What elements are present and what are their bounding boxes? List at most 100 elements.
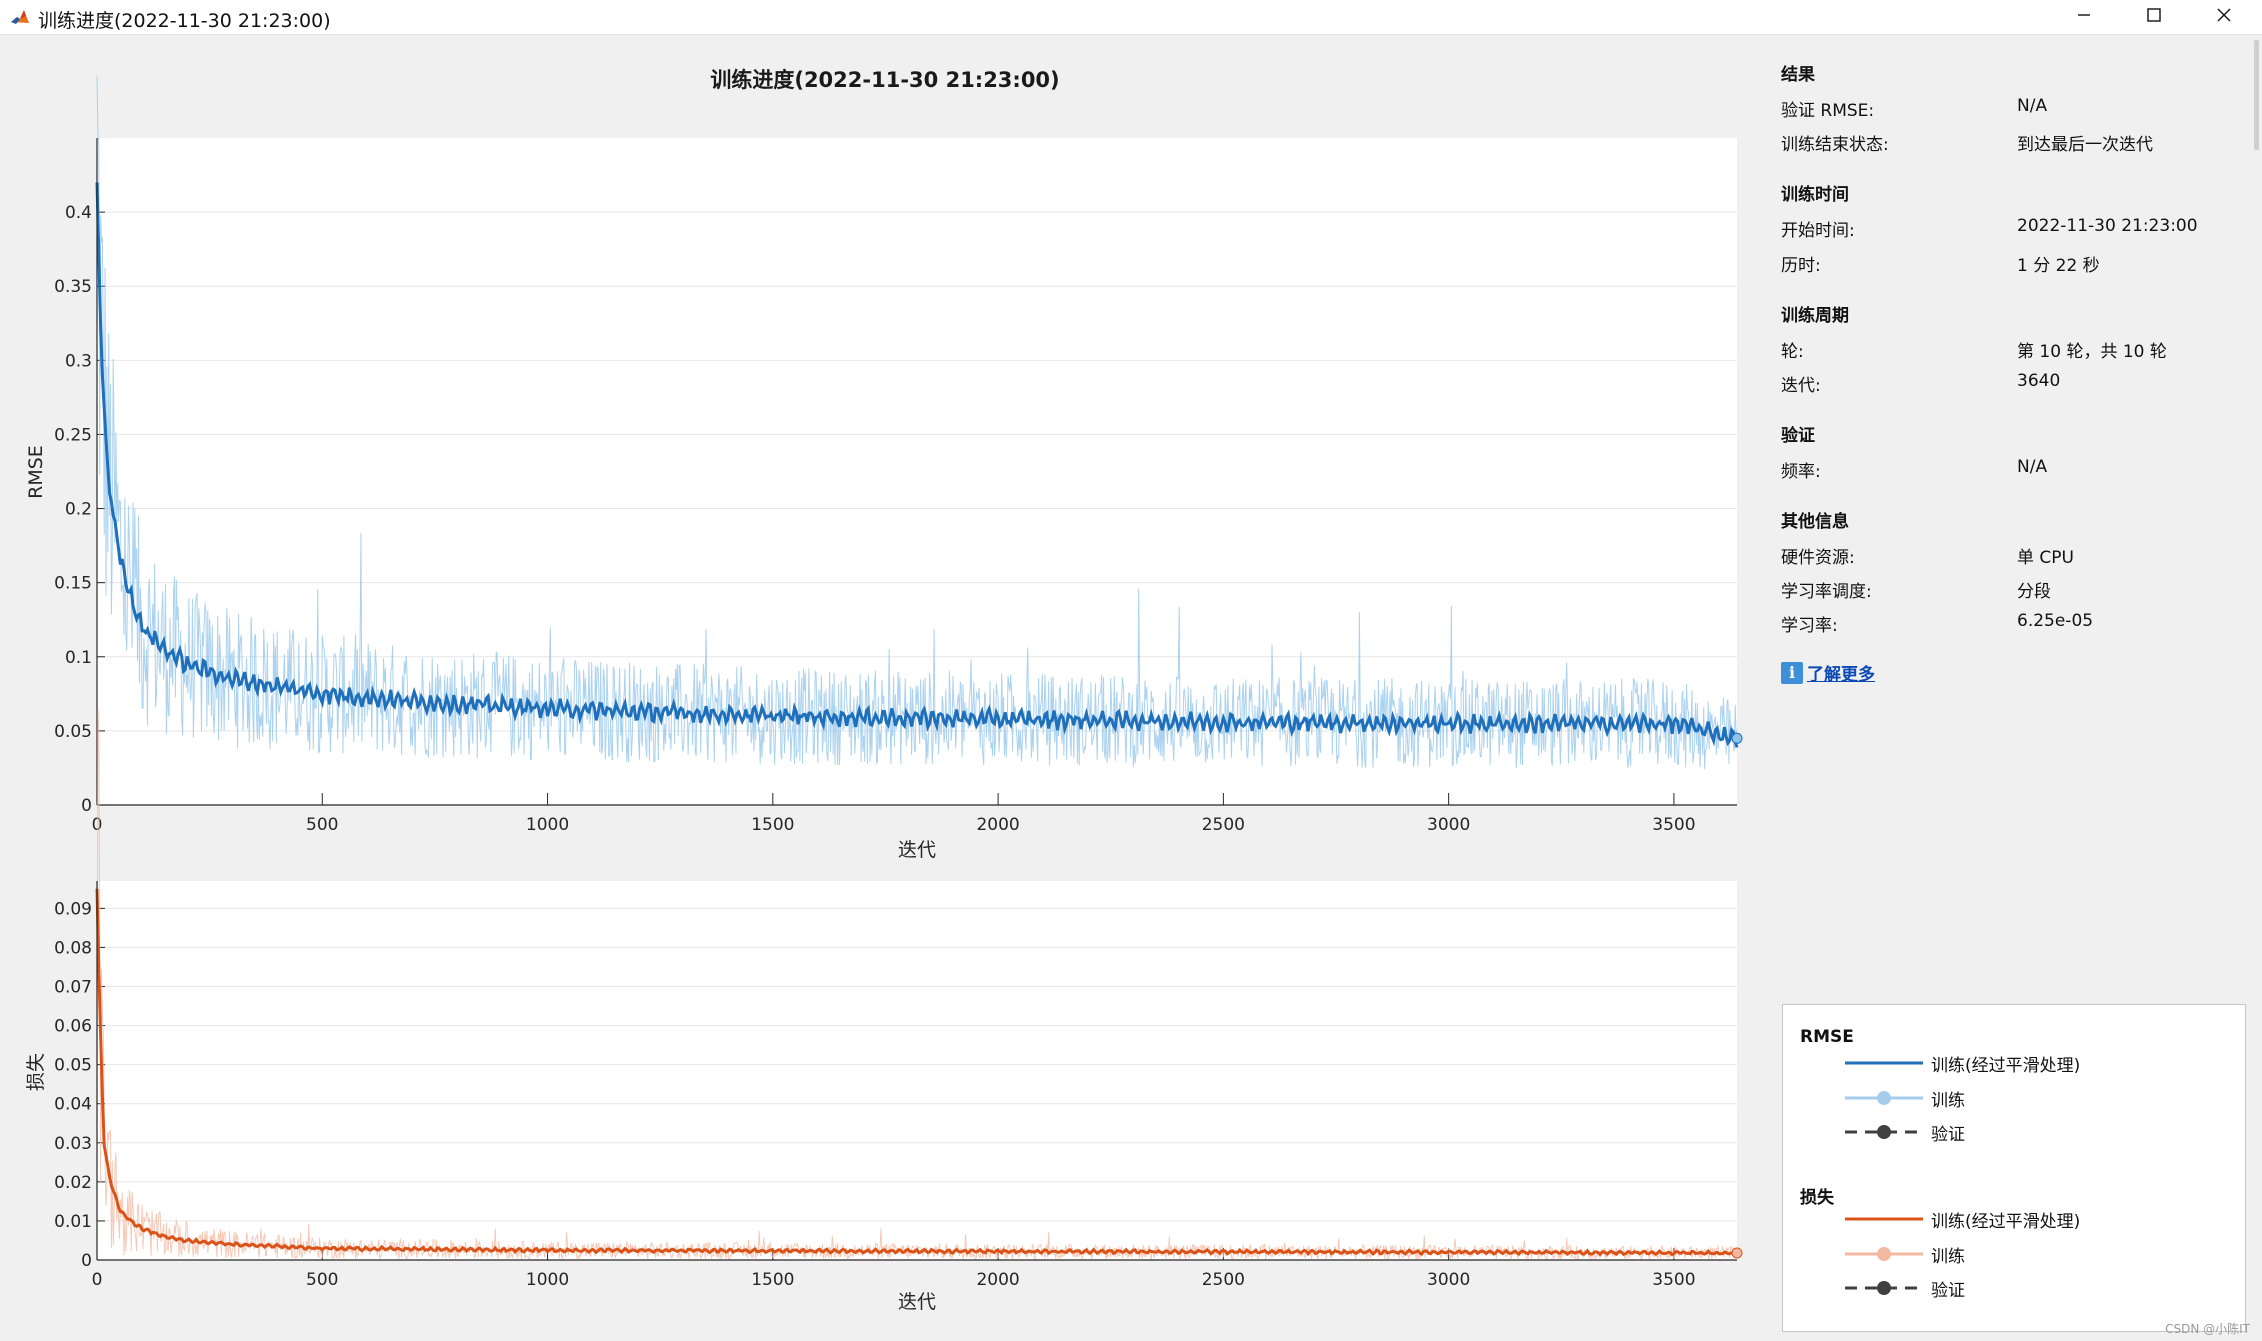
rmse-y-axis-label: RMSE bbox=[25, 445, 47, 499]
rmse-chart[interactable]: 0 0.05 0.1 0.15 0.2 0.25 0.3 0.35 0.4 0 500 1000 150… bbox=[25, 76, 1743, 861]
rmse-y-tick-label: 0 bbox=[81, 796, 92, 816]
iteration-value: 3640 bbox=[2017, 371, 2061, 391]
loss-x-axis-label: 迭代 bbox=[898, 1291, 936, 1313]
close-button[interactable] bbox=[2190, 0, 2258, 34]
window-title: 训练进度(2022-11-30 21:23:00) bbox=[38, 10, 331, 32]
lr-schedule-value: 分段 bbox=[2017, 582, 2051, 602]
legend-rmse-smoothed-label: 训练(经过平滑处理) bbox=[1931, 1055, 2081, 1076]
loss-y-tick-label: 0.07 bbox=[54, 977, 92, 997]
loss-plot-area bbox=[97, 881, 1737, 1260]
epoch-value: 第 10 轮，共 10 轮 bbox=[2017, 342, 2167, 362]
scrollbar-thumb[interactable] bbox=[2254, 40, 2259, 150]
rmse-y-tick-label: 0.05 bbox=[54, 722, 92, 742]
results-title: 结果 bbox=[1781, 65, 1815, 85]
loss-y-tick-label: 0.09 bbox=[54, 899, 92, 919]
close-icon bbox=[2216, 7, 2232, 27]
hardware-value: 单 CPU bbox=[2017, 548, 2074, 568]
rmse-y-tick-label: 0.2 bbox=[65, 500, 92, 520]
plot-title: 训练进度(2022-11-30 21:23:00) bbox=[710, 68, 1060, 92]
loss-x-tick-label: 2000 bbox=[976, 1270, 1019, 1290]
loss-x-tick-label: 500 bbox=[306, 1270, 338, 1290]
learn-more-link[interactable]: i 了解更多 bbox=[1781, 660, 1875, 685]
rmse-y-tick-label: 0.1 bbox=[65, 648, 92, 668]
frequency-label: 频率: bbox=[1781, 462, 1821, 482]
loss-last-point bbox=[1731, 1247, 1743, 1259]
epoch-label: 轮: bbox=[1781, 342, 1804, 362]
loss-x-tick-label: 2500 bbox=[1202, 1270, 1245, 1290]
loss-y-tick-label: 0.02 bbox=[54, 1173, 92, 1193]
iteration-label: 迭代: bbox=[1781, 376, 1821, 396]
loss-y-axis-label: 损失 bbox=[25, 1053, 47, 1091]
rmse-last-point bbox=[1731, 732, 1743, 744]
watermark: CSDN @小陈IT bbox=[2165, 1322, 2250, 1336]
loss-y-tick-label: 0.06 bbox=[54, 1017, 92, 1037]
training-time-title: 训练时间 bbox=[1781, 185, 1849, 205]
legend-rmse-validation-label: 验证 bbox=[1931, 1124, 1965, 1145]
rmse-x-tick-label: 1000 bbox=[526, 815, 569, 835]
rmse-y-tick-label: 0.25 bbox=[54, 425, 92, 445]
learning-rate-value: 6.25e-05 bbox=[2017, 611, 2094, 631]
frequency-value: N/A bbox=[2017, 457, 2048, 477]
elapsed-label: 历时: bbox=[1781, 256, 1821, 276]
training-progress-charts: 0 0.05 0.1 0.15 0.2 0.25 0.3 0.35 0.4 0 500 1000 150… bbox=[25, 76, 1743, 1313]
elapsed-value: 1 分 22 秒 bbox=[2017, 256, 2100, 276]
rmse-x-tick-label: 1500 bbox=[751, 815, 794, 835]
rmse-x-axis-label: 迭代 bbox=[898, 839, 936, 861]
loss-y-tick-label: 0.03 bbox=[54, 1134, 92, 1154]
validation-title: 验证 bbox=[1781, 426, 1815, 446]
loss-y-tick-label: 0.01 bbox=[54, 1212, 92, 1232]
matlab-icon bbox=[10, 8, 30, 26]
legend-rmse-smoothed-swatch bbox=[1845, 1061, 1923, 1065]
legend-rmse-validation-swatch bbox=[1845, 1125, 1923, 1139]
rmse-x-tick-label: 0 bbox=[92, 815, 103, 835]
legend-loss-smoothed-swatch bbox=[1845, 1217, 1923, 1221]
legend-loss-validation: 验证 bbox=[1845, 1276, 1965, 1301]
rmse-y-tick-label: 0.15 bbox=[54, 574, 92, 594]
maximize-icon bbox=[2146, 7, 2162, 27]
legend-loss-validation-label: 验证 bbox=[1931, 1280, 1965, 1301]
legend-rmse-raw-swatch bbox=[1845, 1091, 1923, 1105]
legend-rmse-raw: 训练 bbox=[1845, 1086, 1965, 1111]
loss-x-tick-label: 3000 bbox=[1427, 1270, 1470, 1290]
loss-y-tick-label: 0.04 bbox=[54, 1095, 92, 1115]
loss-y-tick-label: 0 bbox=[81, 1251, 92, 1271]
rmse-x-tick-label: 500 bbox=[306, 815, 338, 835]
legend-loss-raw-swatch bbox=[1845, 1247, 1923, 1261]
learn-more-label: 了解更多 bbox=[1807, 665, 1875, 685]
legend-rmse-raw-label: 训练 bbox=[1931, 1090, 1965, 1111]
rmse-x-tick-label: 3500 bbox=[1652, 815, 1695, 835]
hardware-label: 硬件资源: bbox=[1781, 548, 1855, 568]
legend-rmse-heading: RMSE bbox=[1800, 1027, 1854, 1047]
loss-x-tick-label: 0 bbox=[92, 1270, 103, 1290]
rmse-x-tick-label: 2000 bbox=[976, 815, 1019, 835]
lr-schedule-label: 学习率调度: bbox=[1781, 582, 1872, 602]
legend-loss-smoothed-label: 训练(经过平滑处理) bbox=[1931, 1211, 2081, 1232]
validation-rmse-label: 验证 RMSE: bbox=[1781, 101, 1875, 121]
start-time-label: 开始时间: bbox=[1781, 221, 1855, 241]
minimize-button[interactable] bbox=[2050, 0, 2118, 34]
legend-loss-raw: 训练 bbox=[1845, 1242, 1965, 1267]
legend-loss-heading: 损失 bbox=[1800, 1188, 1834, 1208]
minimize-icon bbox=[2076, 7, 2092, 27]
validation-rmse-value: N/A bbox=[2017, 96, 2048, 116]
rmse-y-tick-label: 0.4 bbox=[65, 203, 92, 223]
rmse-smoothed-series bbox=[95, 182, 1739, 748]
rmse-x-tick-label: 2500 bbox=[1202, 815, 1245, 835]
loss-x-tick-label: 3500 bbox=[1652, 1270, 1695, 1290]
rmse-x-tick-label: 3000 bbox=[1427, 815, 1470, 835]
end-state-label: 训练结束状态: bbox=[1781, 135, 1889, 155]
legend-panel: RMSE 训练(经过平滑处理) 训练 验证 损失 训练(经过平滑处理) 训练 bbox=[1782, 1004, 2246, 1332]
rmse-y-tick-label: 0.3 bbox=[65, 351, 92, 371]
end-state-value: 到达最后一次迭代 bbox=[2017, 135, 2153, 155]
maximize-button[interactable] bbox=[2120, 0, 2188, 34]
legend-loss-validation-swatch bbox=[1845, 1281, 1923, 1295]
info-icon: i bbox=[1781, 661, 1803, 684]
legend-rmse-validation: 验证 bbox=[1845, 1120, 1965, 1145]
loss-smoothed-series bbox=[95, 888, 1739, 1257]
legend-loss-smoothed: 训练(经过平滑处理) bbox=[1845, 1207, 2081, 1232]
loss-chart[interactable]: 0 0.01 0.02 0.03 0.04 0.05 0.06 0.07 0.08 0.09 0 50… bbox=[25, 706, 1743, 1313]
legend-loss-raw-label: 训练 bbox=[1931, 1246, 1965, 1267]
window-title-bar: 训练进度(2022-11-30 21:23:00) bbox=[0, 0, 2262, 35]
start-time-value: 2022-11-30 21:23:00 bbox=[2017, 216, 2198, 236]
loss-y-tick-label: 0.05 bbox=[54, 1056, 92, 1076]
